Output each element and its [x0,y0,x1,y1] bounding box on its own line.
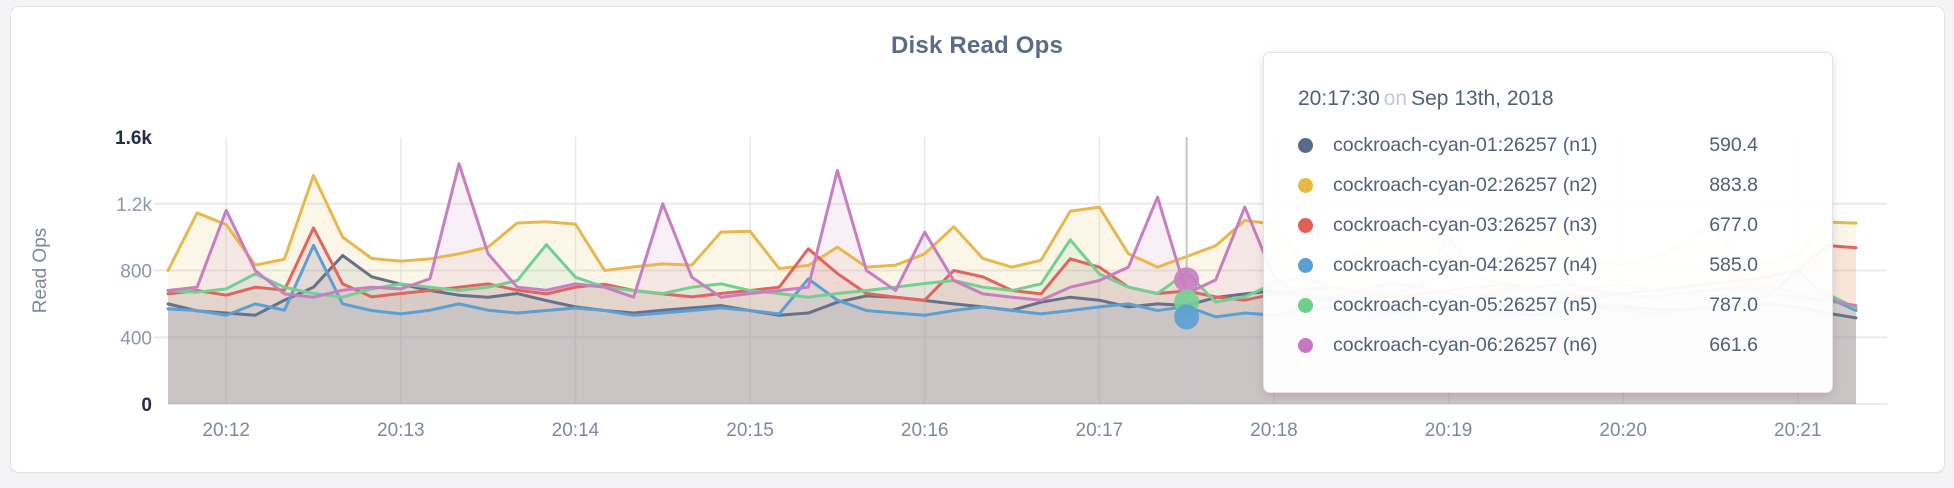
tooltip-date: Sep 13th, 2018 [1411,87,1554,110]
x-tick-label: 20:14 [552,420,600,441]
tooltip-row: cockroach-cyan-06:26257 (n6) 661.6 [1298,325,1832,365]
x-tick-label: 20:21 [1774,420,1822,441]
x-tick-label: 20:17 [1076,420,1124,441]
y-tick-label: 1.2k [116,195,152,216]
tooltip-row: cockroach-cyan-01:26257 (n1) 590.4 [1298,125,1832,165]
x-tick-label: 20:16 [901,420,949,441]
hover-marker-n4[interactable] [1174,304,1200,330]
chart-title: Disk Read Ops [891,32,1063,59]
y-axis-title: Read Ops [30,228,51,314]
y-tick-label: 1.6k [115,128,152,149]
series-value: 585.0 [1709,253,1758,276]
hover-tooltip: 20:17:30 on Sep 13th, 2018 cockroach-cyan-… [1263,52,1833,393]
tooltip-time: 20:17:30 [1298,87,1380,110]
x-tick-label: 20:18 [1250,420,1298,441]
x-tick-label: 20:12 [202,420,250,441]
y-tick-label: 0 [141,395,152,416]
series-value: 590.4 [1709,133,1758,156]
y-tick-label: 800 [120,262,152,283]
tooltip-row: cockroach-cyan-02:26257 (n2) 883.8 [1298,165,1832,205]
series-dot-n1 [1298,137,1313,153]
series-dot-n4 [1298,257,1313,273]
series-label: cockroach-cyan-05:26257 (n5) [1333,293,1598,316]
hover-marker-n6[interactable] [1174,267,1200,293]
x-tick-label: 20:20 [1599,420,1647,441]
series-value: 883.8 [1709,173,1758,196]
x-tick-label: 20:19 [1425,420,1473,441]
tooltip-row: cockroach-cyan-05:26257 (n5) 787.0 [1298,285,1832,325]
series-value: 661.6 [1709,333,1758,356]
tooltip-connector: on [1383,87,1408,110]
series-value: 677.0 [1709,213,1758,236]
x-tick-label: 20:15 [726,420,774,441]
tooltip-row: cockroach-cyan-04:26257 (n4) 585.0 [1298,245,1832,285]
series-label: cockroach-cyan-03:26257 (n3) [1333,213,1598,236]
tooltip-row: cockroach-cyan-03:26257 (n3) 677.0 [1298,205,1832,245]
series-dot-n2 [1298,177,1313,193]
series-label: cockroach-cyan-04:26257 (n4) [1333,253,1598,276]
series-dot-n6 [1298,337,1313,353]
series-label: cockroach-cyan-01:26257 (n1) [1333,133,1598,156]
series-label: cockroach-cyan-06:26257 (n6) [1333,333,1598,356]
y-tick-label: 400 [120,328,152,349]
x-tick-label: 20:13 [377,420,425,441]
series-dot-n3 [1298,217,1313,233]
series-value: 787.0 [1709,293,1758,316]
series-dot-n5 [1298,297,1313,313]
series-label: cockroach-cyan-02:26257 (n2) [1333,173,1598,196]
tooltip-header: 20:17:30 on Sep 13th, 2018 [1298,87,1832,111]
